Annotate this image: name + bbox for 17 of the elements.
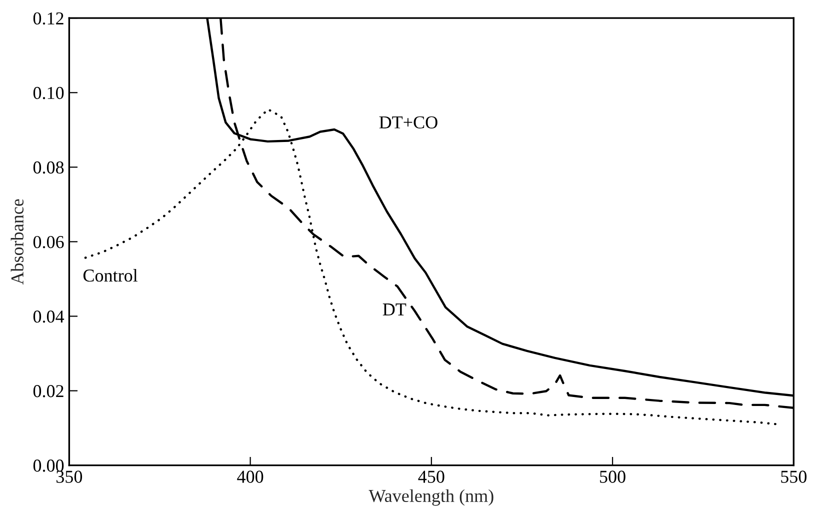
y-tick-label: 0.12 [33, 12, 64, 25]
x-tick-label: 400 [237, 470, 264, 483]
y-tick-label: 0.10 [33, 86, 64, 100]
x-tick-label: 500 [600, 470, 626, 483]
series-label: DT [382, 304, 406, 316]
y-axis-title: Absorbance [10, 199, 24, 285]
y-tick-label: 0.02 [33, 385, 64, 398]
x-tick-label: 450 [418, 470, 444, 483]
x-tick-label: 350 [56, 470, 82, 483]
series-label: Control [83, 268, 138, 282]
series-label: DT+CO [379, 116, 438, 128]
x-tick-label: 550 [781, 470, 807, 483]
y-tick-label: 0.04 [33, 310, 64, 323]
y-tick-label: 0.00 [33, 460, 64, 472]
y-tick-label: 0.06 [33, 236, 64, 248]
x-axis-title: Wavelength (nm) [368, 489, 494, 506]
y-tick-label: 0.08 [33, 161, 64, 174]
